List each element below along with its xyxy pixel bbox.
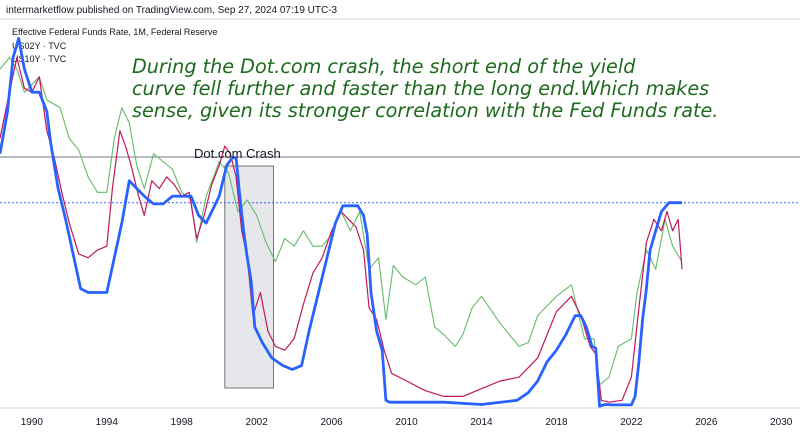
legend-item-us02y[interactable]: US02Y · TVC [12, 40, 67, 51]
legend: Effective Federal Funds Rate, 1M, Federa… [12, 26, 217, 67]
annotation-line-2: curve fell further and faster than the l… [132, 77, 710, 100]
series-line-fed-funds[interactable] [0, 36, 682, 408]
x-tick-label: 2014 [470, 417, 493, 428]
x-tick-label: 1998 [171, 417, 194, 428]
x-axis-ticks: 1990 1994 1998 2002 2006 2010 2014 2018 2022 2026… [21, 417, 793, 428]
annotation-text: During the Dot.com crash, the short end … [132, 56, 800, 122]
annotation-line-1: During the Dot.com crash, the short end … [132, 55, 636, 78]
series-line-us02y[interactable] [0, 56, 683, 403]
dotcom-crash-label: Dot.com Crash [194, 146, 281, 161]
x-tick-label: 2022 [620, 417, 643, 428]
x-tick-label: 2030 [770, 417, 793, 428]
x-tick-label: 2002 [246, 417, 269, 428]
x-tick-label: 2026 [695, 417, 718, 428]
legend-item-fed-funds[interactable]: Effective Federal Funds Rate, 1M, Federa… [12, 27, 218, 37]
x-tick-label: 2006 [320, 417, 343, 428]
x-tick-label: 2010 [395, 417, 418, 428]
x-tick-label: 1994 [96, 417, 119, 428]
legend-item-us10y[interactable]: US10Y · TVC [12, 54, 67, 64]
publisher-header: intermarketflow published on TradingView… [6, 5, 338, 16]
series-line-us10y[interactable] [0, 56, 683, 386]
series-layer [0, 36, 683, 408]
x-tick-label: 1990 [21, 417, 44, 428]
x-tick-label: 2018 [545, 417, 568, 428]
annotation-line-3: sense, given its stronger correlation wi… [132, 99, 719, 122]
